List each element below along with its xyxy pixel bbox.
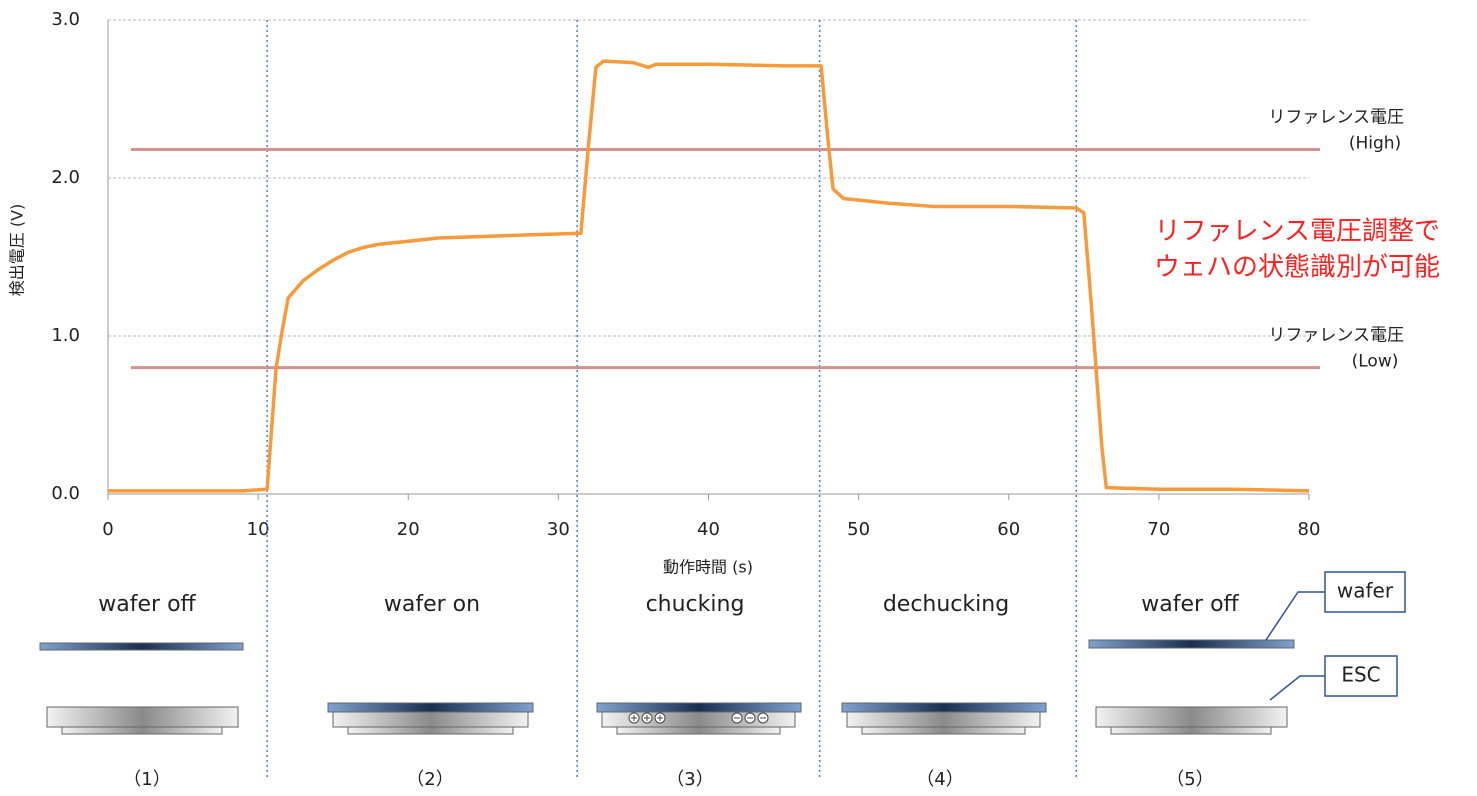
reference-sublabel: (Low) <box>1352 352 1399 372</box>
x-axis-label: 動作時間 (s) <box>663 558 753 577</box>
phase-label: wafer off <box>98 592 196 617</box>
annotation: リファレンス電圧調整で <box>1155 217 1440 247</box>
phase-number: （5） <box>1166 769 1213 790</box>
phase-label: dechucking <box>883 592 1009 617</box>
phase-number: （2） <box>406 769 453 790</box>
x-tick-label: 50 <box>847 519 870 540</box>
reference-label: リファレンス電圧 <box>1268 326 1404 346</box>
reference-label: リファレンス電圧 <box>1268 108 1404 128</box>
callout-label: wafer <box>1337 579 1394 603</box>
x-tick-label: 40 <box>697 519 720 540</box>
callout-label: ESC <box>1341 663 1380 687</box>
annotation: ウェハの状態識別が可能 <box>1154 253 1440 283</box>
chart: 検出電圧 (V) 動作時間 (s) wafer ESC 0.0 1.0 2.0 3.0… <box>0 0 1477 796</box>
x-tick-label: 20 <box>397 519 420 540</box>
y-axis-label: 検出電圧 (V) <box>8 204 27 297</box>
x-tick-label: 80 <box>1298 519 1321 540</box>
y-tick-label: 1.0 <box>51 325 80 346</box>
x-tick-label: 60 <box>997 519 1020 540</box>
phase-label: chucking <box>646 592 745 617</box>
y-tick-label: 0.0 <box>51 483 80 504</box>
phase-label: wafer off <box>1141 592 1239 617</box>
x-tick-label: 70 <box>1147 519 1170 540</box>
x-tick-label: 30 <box>547 519 570 540</box>
x-tick-label: 10 <box>247 519 270 540</box>
phase-number: （4） <box>916 769 963 790</box>
x-tick-label: 0 <box>102 519 113 540</box>
phase-number: （1） <box>123 769 170 790</box>
phase-number: （3） <box>666 769 713 790</box>
y-tick-label: 3.0 <box>51 9 80 30</box>
line <box>108 61 1309 491</box>
y-tick-label: 2.0 <box>51 167 80 188</box>
reference-sublabel: (High) <box>1349 134 1401 154</box>
phase-label: wafer on <box>384 592 480 617</box>
